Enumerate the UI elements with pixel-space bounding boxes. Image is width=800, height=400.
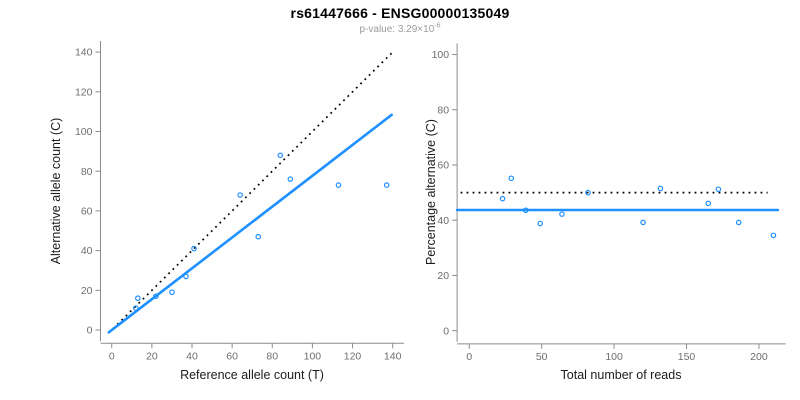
left-x-axis-title: Reference allele count (T) [180, 368, 324, 382]
y-tick-label: 60 [81, 205, 93, 217]
y-tick-label: 40 [437, 215, 449, 227]
data-point [770, 232, 777, 239]
data-point [287, 176, 294, 182]
identity-line [108, 52, 393, 334]
data-point [705, 200, 712, 207]
data-point [585, 189, 591, 196]
data-point [169, 289, 175, 296]
data-point [237, 192, 243, 198]
regression-line [107, 113, 393, 334]
y-tick-label: 20 [81, 285, 93, 297]
y-tick-label: 40 [81, 245, 93, 257]
x-tick-label: 20 [146, 351, 158, 363]
data-point [715, 186, 722, 193]
data-point [183, 273, 189, 280]
data-point [191, 245, 197, 252]
x-tick-label: 0 [109, 351, 115, 363]
p-value-exponent: -6 [434, 22, 441, 30]
data-point [537, 220, 544, 227]
right-x-axis-title: Total number of reads [560, 368, 682, 382]
data-point [335, 182, 342, 188]
y-tick-label: 20 [437, 270, 449, 282]
y-tick-label: 100 [432, 49, 450, 61]
right-chart-panel: 0 50 100 150 200 0 20 40 60 80 100 [432, 43, 786, 363]
data-point [657, 185, 664, 192]
data-point [499, 195, 506, 202]
data-point [640, 219, 646, 226]
data-point [255, 233, 262, 240]
data-point [522, 207, 529, 214]
left-chart-panel: 0 20 40 60 80 100 120 140 0 20 40 60 80 100 120 140 [75, 41, 404, 363]
x-tick-label: 100 [605, 351, 623, 363]
x-tick-label: 120 [344, 351, 362, 363]
data-point [277, 152, 284, 159]
x-tick-label: 140 [384, 351, 402, 363]
x-tick-label: 0 [466, 351, 472, 363]
x-tick-label: 50 [536, 351, 548, 363]
data-point [133, 305, 139, 311]
x-tick-label: 60 [226, 351, 238, 363]
page-title: rs61447666 - ENSG00000135049 [290, 5, 510, 21]
p-value-text: p-value: 3.29×10 [359, 24, 435, 35]
y-tick-label: 80 [437, 104, 449, 116]
data-point [735, 219, 742, 226]
data-point [153, 293, 159, 300]
x-tick-label: 200 [750, 351, 768, 363]
x-tick-label: 40 [186, 351, 198, 363]
y-tick-label: 100 [75, 126, 93, 138]
data-point [135, 295, 141, 302]
x-tick-label: 100 [304, 351, 322, 363]
x-tick-label: 80 [266, 351, 278, 363]
y-tick-label: 140 [75, 47, 93, 59]
data-point [559, 211, 565, 217]
data-point [383, 182, 390, 188]
p-value-subtitle: p-value: 3.29×10-6 [0, 22, 800, 35]
x-tick-label: 150 [678, 351, 696, 363]
y-tick-label: 60 [437, 160, 449, 172]
data-point [508, 175, 515, 182]
y-tick-label: 0 [87, 325, 93, 337]
y-tick-label: 0 [443, 325, 449, 337]
y-tick-label: 80 [81, 166, 93, 178]
y-tick-label: 120 [75, 86, 93, 98]
